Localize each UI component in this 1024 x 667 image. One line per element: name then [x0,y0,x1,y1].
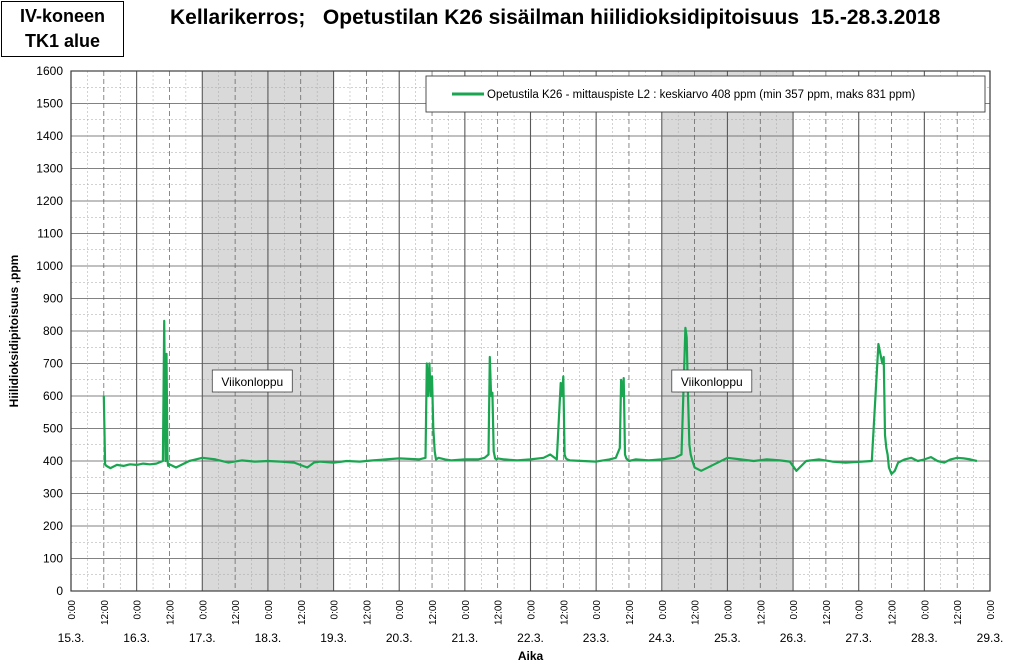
weekend-label-box-2 [671,369,753,393]
x-day-label: 20.3. [386,631,413,645]
x-time-tick-label: 0:00 [855,600,866,620]
weekend-labels: Viikonloppu Viikonloppu [211,369,753,393]
x-day-label: 24.3. [648,631,675,645]
x-time-tick-label: 12:00 [822,600,833,625]
x-day-label: 19.3. [320,631,347,645]
x-day-label: 17.3. [189,631,216,645]
x-day-label: 21.3. [452,631,479,645]
y-tick-label: 300 [43,487,63,501]
x-time-tick-label: 0:00 [789,600,800,620]
x-day-label: 23.3. [583,631,610,645]
area-label-box: IV-koneen TK1 alue [1,1,124,57]
x-time-tick-label: 0:00 [133,600,144,620]
weekend-label-2: Viikonloppu [681,375,743,389]
x-day-label: 26.3. [780,631,807,645]
x-time-tick-label: 0:00 [592,600,603,620]
y-tick-label: 500 [43,422,63,436]
y-tick-label: 1500 [36,97,63,111]
x-time-tick-label: 0:00 [264,600,275,620]
x-time-tick-label: 12:00 [428,600,439,625]
x-day-label: 28.3. [911,631,938,645]
x-day-label: 16.3. [123,631,150,645]
x-day-label: 29.3. [977,631,1004,645]
x-time-tick-label: 12:00 [231,600,242,625]
legend-entry: Opetustila K26 - mittauspiste L2 : keski… [487,89,915,101]
y-tick-label: 700 [43,357,63,371]
area-label-line-2: TK1 alue [24,31,101,51]
y-tick-label: 1100 [37,227,63,241]
plot-frame [70,70,991,592]
y-tick-labels: 0 100 200 300 400 500 600 700 800 900 1000 1100 1200… [36,64,63,598]
x-time-tick-label: 12:00 [691,600,702,625]
x-time-tick-label: 12:00 [756,600,767,625]
series-layer [102,319,978,476]
y-tick-label: 100 [43,552,63,566]
y-tick-label: 600 [43,389,63,403]
x-time-tick-label: 12:00 [559,600,570,625]
x-time-tick-label: 12:00 [362,600,373,625]
y-tick-label: 900 [43,292,63,306]
y-tick-label: 200 [43,519,63,533]
y-tick-label: 1000 [36,259,63,273]
y-tick-label: 1200 [36,194,63,208]
x-time-tick-label: 0:00 [723,600,734,620]
y-tick-label: 1300 [36,162,63,176]
x-day-label: 25.3. [714,631,741,645]
legend-box [425,75,986,113]
y-axis-label: Hiilidioksidipitoisuus ,ppm [7,255,21,408]
x-day-label: 22.3. [517,631,544,645]
x-time-tick-label: 0:00 [658,600,669,620]
weekend-label-1: Viikonloppu [221,375,283,389]
x-time-tick-label: 0:00 [986,600,997,620]
y-tick-label: 1600 [36,64,63,78]
x-axis-label: Aika [518,649,544,663]
y-tick-label: 400 [43,454,63,468]
x-time-tick-label: 12:00 [888,600,899,625]
x-time-tick-label: 0:00 [198,600,209,620]
x-time-tick-label: 12:00 [494,600,505,625]
x-time-tick-label: 12:00 [297,600,308,625]
x-time-tick-label: 12:00 [100,600,111,625]
y-tick-label: 1400 [36,129,63,143]
x-time-tick-label: 12:00 [165,600,176,625]
legend: Opetustila K26 - mittauspiste L2 : keski… [425,75,986,113]
x-time-tick-label: 0:00 [67,600,78,620]
series-line-1 [102,319,978,476]
page-title: Kellarikerros; Opetustilan K26 sisäilman… [170,6,941,29]
y-tick-label: 800 [43,324,63,338]
x-time-tick-label: 0:00 [527,600,538,620]
x-time-tick-label: 0:00 [461,600,472,620]
x-day-label: 15.3. [58,631,85,645]
area-label-line-1: IV-koneen [19,6,106,26]
y-tick-label: 0 [56,584,63,598]
weekend-label-box-1 [211,369,293,393]
x-time-tick-label: 12:00 [953,600,964,625]
x-time-tick-label: 0:00 [395,600,406,620]
x-time-tick-label: 0:00 [330,600,341,620]
x-tick-labels: 0:00 12:00 0:00 12:00 0:00 12:00 0:00 12:00 0:00… [58,600,1004,645]
x-time-tick-label: 0:00 [920,600,931,620]
x-day-label: 18.3. [255,631,282,645]
x-day-label: 27.3. [845,631,872,645]
x-time-tick-label: 12:00 [625,600,636,625]
